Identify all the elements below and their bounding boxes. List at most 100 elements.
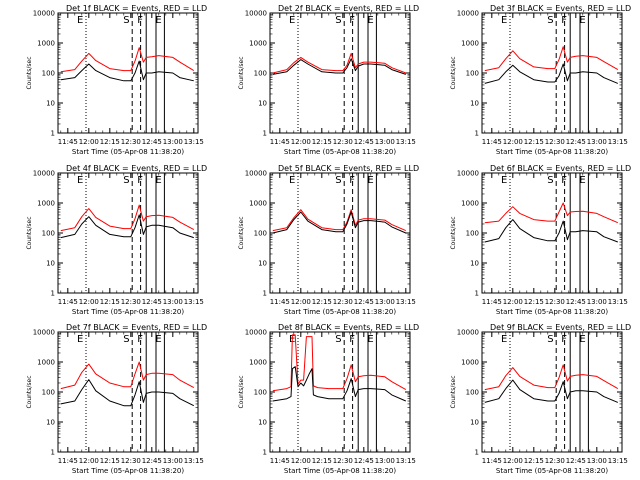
- x-tick-label: 12:45: [354, 298, 374, 306]
- x-tick-label: 12:15: [524, 298, 544, 306]
- y-tick-label: 1000: [461, 200, 479, 208]
- x-tick-label: 12:45: [142, 138, 162, 146]
- plot-frame: [57, 12, 199, 134]
- series-events-line: [484, 219, 618, 243]
- x-tick-label: 12:15: [312, 457, 332, 465]
- y-tick-label: 1: [475, 449, 479, 457]
- y-tick-label: 1: [475, 290, 479, 298]
- y-tick-label: 10000: [33, 329, 55, 337]
- plot-frame: [481, 12, 623, 134]
- x-tick-label: 12:45: [142, 457, 162, 465]
- series-events-line: [272, 58, 406, 75]
- y-axis-label: Counts/sec: [450, 216, 457, 249]
- series-lld-line: [272, 52, 406, 74]
- series-events-line: [484, 63, 618, 84]
- time-marker-label: F: [137, 334, 143, 345]
- x-tick-label: 13:15: [184, 298, 204, 306]
- time-marker-label: F: [137, 15, 143, 26]
- x-tick-label: 12:15: [312, 298, 332, 306]
- plot-frame: [57, 331, 199, 453]
- y-tick-label: 100: [254, 389, 267, 397]
- y-tick-label: 100: [466, 389, 479, 397]
- x-tick-label: 13:00: [375, 457, 395, 465]
- series-events-line: [272, 211, 406, 234]
- x-tick-label: 13:15: [608, 457, 628, 465]
- x-tick-label: 12:45: [354, 138, 374, 146]
- y-tick-label: 1: [263, 130, 267, 138]
- x-tick-label: 12:00: [291, 138, 311, 146]
- panel-det-7f: Det 7f BLACK = Events, RED = LLD E S F E 1 10 1…: [26, 323, 207, 475]
- series-lld-line: [60, 204, 195, 232]
- x-tick-label: 12:30: [333, 138, 353, 146]
- x-axis-label: Start Time (05-Apr-08 11:38:20): [496, 467, 608, 475]
- x-tick-label: 12:00: [79, 457, 99, 465]
- plot-frame: [269, 331, 411, 453]
- series-lld-line: [272, 334, 407, 392]
- y-axis-label: Counts/sec: [450, 375, 457, 408]
- y-tick-label: 10: [470, 419, 479, 427]
- panel-title: Det 6f BLACK = Events, RED = LLD: [490, 164, 631, 173]
- time-marker-label: S: [335, 334, 341, 345]
- series-events-line: [60, 214, 194, 239]
- y-tick-label: 10: [470, 260, 479, 268]
- x-tick-label: 11:45: [482, 457, 502, 465]
- time-marker-label: E: [579, 175, 585, 186]
- time-marker-label: E: [367, 175, 373, 186]
- x-tick-label: 13:15: [608, 138, 628, 146]
- y-tick-label: 10000: [245, 10, 267, 18]
- panel-title: Det 4f BLACK = Events, RED = LLD: [66, 164, 207, 173]
- x-tick-label: 12:00: [291, 457, 311, 465]
- y-tick-label: 10000: [33, 170, 55, 178]
- x-tick-label: 12:30: [333, 457, 353, 465]
- x-axis-label: Start Time (05-Apr-08 11:38:20): [496, 148, 608, 156]
- x-tick-label: 13:15: [184, 457, 204, 465]
- series-events-line: [272, 366, 406, 402]
- x-tick-label: 13:15: [396, 138, 416, 146]
- y-tick-label: 10: [470, 100, 479, 108]
- x-axis-label: Start Time (05-Apr-08 11:38:20): [284, 148, 396, 156]
- time-marker-label: E: [501, 15, 507, 26]
- y-tick-label: 10000: [457, 10, 479, 18]
- x-tick-label: 12:15: [312, 138, 332, 146]
- series-lld-line: [60, 47, 195, 73]
- x-tick-label: 12:15: [524, 138, 544, 146]
- x-tick-label: 13:00: [163, 457, 183, 465]
- time-marker-label: F: [561, 175, 567, 186]
- y-tick-label: 10: [46, 100, 55, 108]
- time-marker-label: E: [77, 334, 83, 345]
- time-marker-label: E: [155, 175, 161, 186]
- panel-det-5f: Det 5f BLACK = Events, RED = LLD E S F E 1 10 1…: [238, 164, 419, 316]
- x-tick-label: 13:00: [587, 298, 607, 306]
- x-tick-label: 11:45: [482, 138, 502, 146]
- time-marker-label: E: [155, 15, 161, 26]
- x-tick-label: 11:45: [482, 298, 502, 306]
- x-tick-label: 12:00: [79, 138, 99, 146]
- y-tick-label: 1000: [37, 200, 55, 208]
- x-tick-label: 12:15: [100, 138, 120, 146]
- x-tick-label: 12:15: [100, 457, 120, 465]
- x-axis-label: Start Time (05-Apr-08 11:38:20): [72, 467, 184, 475]
- panel-title: Det 9f BLACK = Events, RED = LLD: [490, 323, 631, 332]
- x-tick-label: 13:00: [587, 138, 607, 146]
- time-marker-label: S: [335, 175, 341, 186]
- y-tick-label: 10000: [33, 10, 55, 18]
- y-tick-label: 10000: [457, 170, 479, 178]
- plot-frame: [57, 172, 199, 294]
- x-tick-label: 12:15: [524, 457, 544, 465]
- time-marker-label: E: [289, 15, 295, 26]
- x-axis-label: Start Time (05-Apr-08 11:38:20): [72, 308, 184, 316]
- y-tick-label: 1: [263, 290, 267, 298]
- x-tick-label: 12:45: [142, 298, 162, 306]
- y-tick-label: 10: [258, 260, 267, 268]
- y-tick-label: 100: [42, 70, 55, 78]
- panel-det-1f: Det 1f BLACK = Events, RED = LLD E S F E 1 10 1…: [26, 4, 207, 156]
- x-tick-label: 11:45: [270, 298, 290, 306]
- panel-title: Det 7f BLACK = Events, RED = LLD: [66, 323, 207, 332]
- time-marker-label: E: [289, 175, 295, 186]
- time-marker-label: S: [547, 15, 553, 26]
- x-tick-label: 12:30: [121, 457, 141, 465]
- x-tick-label: 11:45: [58, 457, 78, 465]
- x-tick-label: 13:00: [163, 298, 183, 306]
- time-marker-label: S: [123, 334, 129, 345]
